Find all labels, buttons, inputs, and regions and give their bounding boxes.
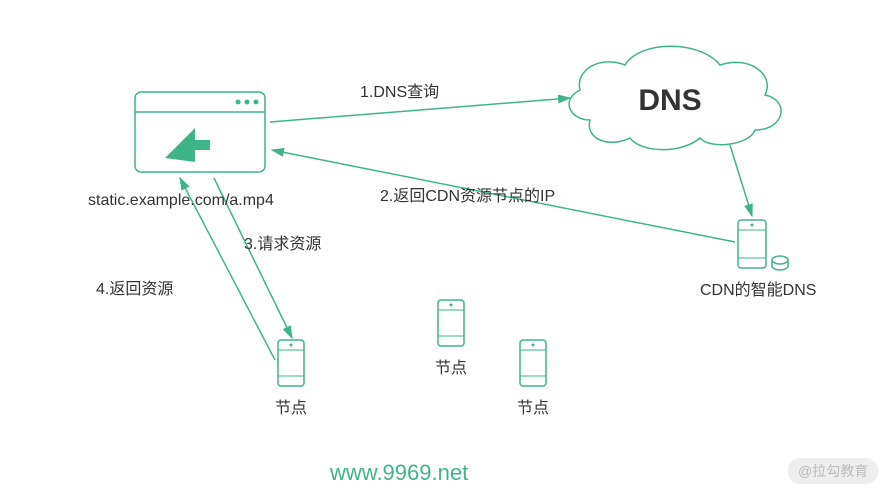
edge-node-2 (438, 300, 464, 346)
edge-cloud-to-smartdns (730, 145, 752, 216)
smart-dns-node (738, 220, 788, 270)
watermark-right: @拉勾教育 (788, 458, 878, 484)
edge-label-3: 3.请求资源 (244, 230, 321, 254)
dns-cloud-label: DNS (638, 84, 701, 117)
edge-label-1: 1.DNS查询 (360, 78, 439, 102)
edge-label-4: 4.返回资源 (96, 275, 173, 299)
edge-node-3 (520, 340, 546, 386)
edge-node-1 (278, 340, 304, 386)
browser-node (135, 92, 265, 172)
node1-caption: 节点 (275, 394, 307, 418)
diagram-canvas: DNS (0, 0, 889, 500)
dns-cloud-node: DNS (569, 46, 781, 149)
node3-caption: 节点 (517, 394, 549, 418)
browser-caption: static.example.com/a.mp4 (88, 192, 274, 210)
smart-dns-caption: CDN的智能DNS (700, 276, 816, 300)
watermark-center: www.9969.net (330, 460, 468, 486)
edge-label-2: 2.返回CDN资源节点的IP (380, 182, 555, 206)
node2-caption: 节点 (435, 354, 467, 378)
